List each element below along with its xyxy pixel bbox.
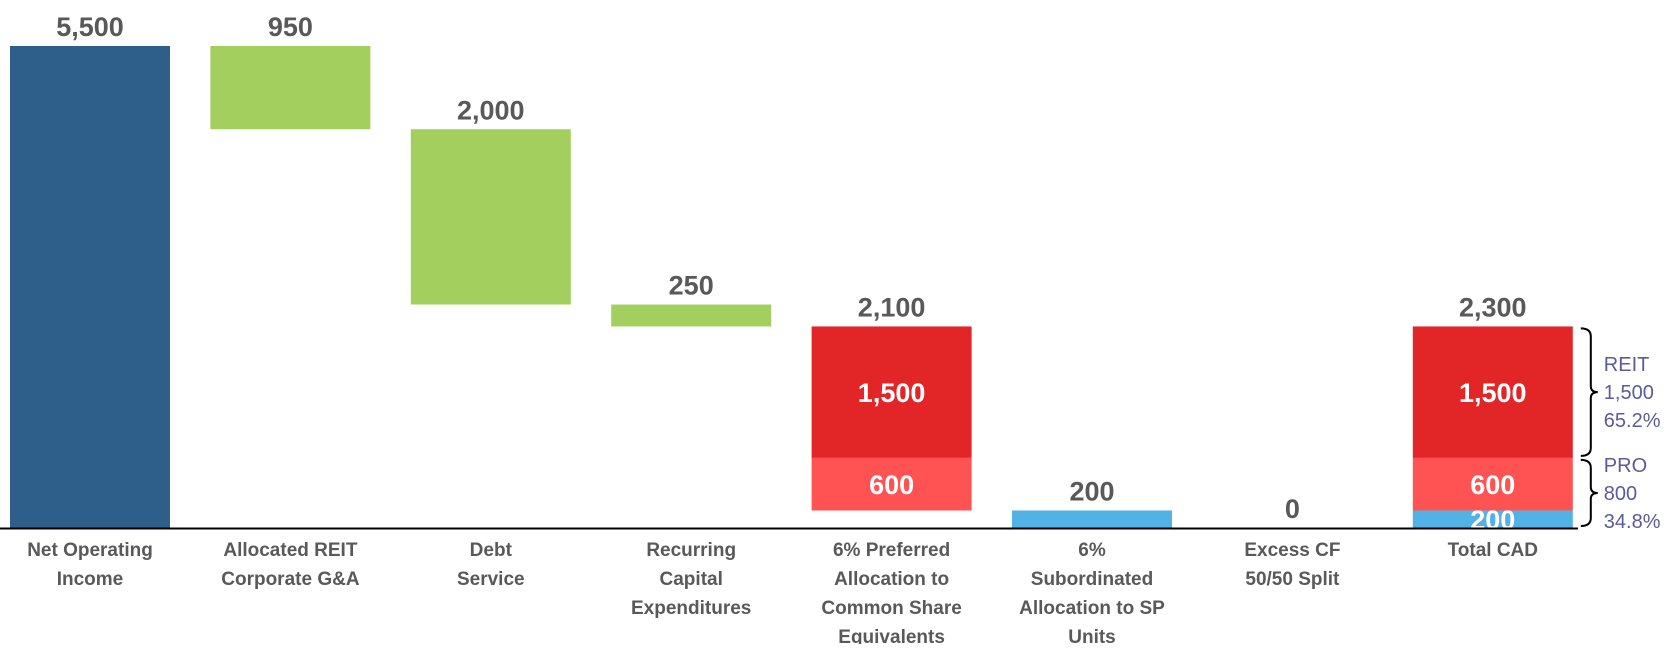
category-label-6-line-1: 50/50 Split bbox=[1245, 569, 1340, 590]
category-label-6-line-0: Excess CF bbox=[1244, 540, 1340, 561]
bar-3-total-label: 250 bbox=[669, 271, 714, 301]
bar-4-segment-1 bbox=[811, 326, 972, 458]
bar-7-segment-1 bbox=[1412, 457, 1573, 511]
category-label-1-line-1: Corporate G&A bbox=[221, 569, 360, 590]
category-label-0-line-1: Income bbox=[57, 569, 124, 590]
bar-0-total-label: 5,500 bbox=[56, 12, 124, 42]
bar-7-segment-2 bbox=[1412, 326, 1573, 458]
bar-1-total-label: 950 bbox=[268, 12, 313, 42]
bar-0-segment-0 bbox=[10, 46, 170, 528]
bar-4-total-label: 2,100 bbox=[858, 292, 926, 322]
bar-7-total-label: 2,300 bbox=[1459, 292, 1527, 322]
category-label-1-line-0: Allocated REIT bbox=[223, 540, 357, 561]
bar-2-segment-0 bbox=[410, 129, 571, 305]
bar-7-segment-2-label: 1,500 bbox=[1459, 378, 1527, 408]
category-label-5-line-0: 6% bbox=[1078, 540, 1106, 561]
bar-2-total-label: 2,000 bbox=[457, 95, 525, 125]
category-label-4-line-2: Common Share bbox=[821, 598, 961, 619]
annotation-1-brace bbox=[1580, 458, 1598, 527]
annotation-1-line-2: 34.8% bbox=[1604, 511, 1661, 533]
category-label-4-line-1: Allocation to bbox=[834, 569, 949, 590]
annotation-0-line-0: REIT bbox=[1604, 354, 1650, 376]
category-label-5-line-3: Units bbox=[1068, 627, 1116, 644]
annotation-0-line-2: 65.2% bbox=[1604, 410, 1661, 432]
category-label-5-line-1: Subordinated bbox=[1031, 569, 1153, 590]
annotation-1-line-1: 800 bbox=[1604, 483, 1637, 505]
category-label-4-line-3: Equivalents bbox=[838, 627, 945, 644]
annotation-1-line-0: PRO bbox=[1604, 455, 1647, 477]
bar-1-segment-0 bbox=[210, 46, 371, 130]
category-label-3-line-2: Expenditures bbox=[631, 598, 751, 619]
bar-5-segment-0 bbox=[1012, 510, 1172, 528]
bar-4-segment-1-label: 1,500 bbox=[858, 378, 926, 408]
bar-3-segment-0 bbox=[611, 304, 772, 327]
category-label-5-line-2: Allocation to SP bbox=[1019, 598, 1165, 619]
bar-4-segment-0 bbox=[811, 457, 972, 511]
bar-6-total-label: 0 bbox=[1285, 494, 1300, 524]
category-label-3-line-0: Recurring bbox=[646, 540, 736, 561]
bar-4-segment-0-label: 600 bbox=[869, 470, 914, 500]
bar-7-segment-0 bbox=[1412, 510, 1573, 528]
category-label-4-line-0: 6% Preferred bbox=[833, 540, 950, 561]
category-label-0-line-0: Net Operating bbox=[27, 540, 153, 561]
category-label-2-line-1: Service bbox=[457, 569, 525, 590]
category-label-7-line-0: Total CAD bbox=[1448, 540, 1538, 561]
category-label-3-line-1: Capital bbox=[660, 569, 723, 590]
annotation-0-brace bbox=[1580, 327, 1598, 457]
bar-7-segment-1-label: 600 bbox=[1470, 470, 1515, 500]
category-label-2-line-0: Debt bbox=[470, 540, 513, 561]
bar-5-total-label: 200 bbox=[1069, 476, 1114, 506]
annotation-0-line-1: 1,500 bbox=[1604, 382, 1654, 404]
